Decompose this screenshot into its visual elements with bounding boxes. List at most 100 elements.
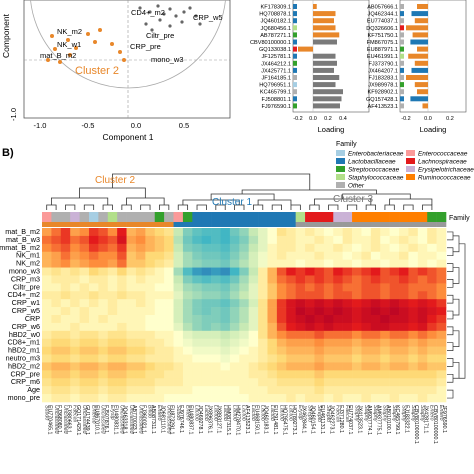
heatmap-cell	[154, 315, 165, 324]
heatmap-cell	[436, 370, 447, 379]
heatmap-cell	[135, 346, 146, 355]
heatmap-row-label: CRP_w1	[12, 298, 40, 307]
heatmap-cell	[173, 307, 184, 316]
heatmap-cell	[361, 299, 372, 308]
heatmap-cell	[117, 299, 127, 308]
panel-b-label: B)	[2, 147, 14, 159]
pca-point-label-crp-pre: CRP_pre	[130, 42, 161, 51]
heatmap-taxon-name: Lactob	[203, 405, 209, 421]
heatmap-cell	[276, 283, 287, 292]
heatmap-cell	[408, 259, 419, 268]
heatmap-cell	[436, 267, 447, 276]
heatmap-cell	[229, 370, 240, 379]
heatmap-cell	[370, 235, 381, 245]
pca-point	[144, 22, 148, 26]
heatmap-cell	[248, 386, 259, 395]
heatmap-cell	[107, 386, 118, 395]
heatmap-cell	[361, 267, 372, 276]
heatmap-cell	[201, 386, 212, 395]
heatmap-cell	[352, 291, 362, 300]
pca-points	[46, 4, 202, 64]
heatmap-cell	[276, 330, 287, 340]
heatmap-taxon-name: Faecali	[344, 405, 350, 423]
heatmap-cell	[248, 243, 259, 253]
heatmap-cell	[276, 370, 287, 379]
pca-point-label-ciltr: Ciltr_pre	[146, 31, 174, 40]
heatmap-cell	[333, 386, 343, 395]
family-track-cell	[88, 212, 99, 222]
heatmap-cell	[79, 243, 90, 253]
heatmap-cell	[107, 235, 118, 245]
heatmap-cell	[417, 370, 428, 379]
pca-point	[93, 40, 97, 44]
heatmap-cell	[370, 251, 381, 260]
heatmap-cell	[267, 386, 278, 395]
loading-taxon-label: GQ133038.1	[259, 47, 291, 53]
heatmap-cell	[352, 275, 362, 284]
heatmap-cell	[42, 315, 52, 324]
heatmap-cell	[361, 251, 372, 260]
loading-family-swatch	[293, 89, 297, 95]
heatmap-cell	[220, 259, 231, 268]
heatmap-cell	[267, 354, 278, 363]
heatmap-cell	[267, 322, 278, 332]
heatmap-cell	[60, 283, 71, 292]
heatmap-taxon-name: Lactob	[269, 405, 275, 421]
heatmap-cell	[258, 338, 268, 347]
heatmap-cell	[305, 330, 315, 340]
heatmap-cell	[164, 322, 174, 332]
heatmap-cell	[173, 291, 184, 300]
heatmap-cell	[220, 315, 231, 324]
heatmap-cell	[427, 267, 437, 276]
heatmap-cell	[135, 243, 146, 253]
heatmap-cell	[427, 378, 437, 387]
heatmap-cell	[370, 378, 381, 387]
heatmap-cell	[248, 394, 259, 403]
heatmap-cell	[352, 386, 362, 395]
cluster-track-cell	[229, 222, 240, 227]
heatmap-cell	[370, 394, 381, 403]
heatmap-cell	[98, 378, 109, 387]
heatmap-cell	[60, 378, 71, 387]
cluster-track-cell	[305, 222, 315, 227]
heatmap-cell	[427, 330, 437, 340]
heatmap-cell	[88, 291, 99, 300]
heatmap-cell	[229, 275, 240, 284]
heatmap-cell	[135, 307, 146, 316]
family-track-cell	[417, 212, 428, 222]
heatmap-cells	[42, 228, 447, 403]
heatmap-cell	[70, 299, 80, 308]
heatmap-cell	[154, 267, 165, 276]
heatmap-cell	[145, 251, 156, 260]
heatmap-cell	[173, 235, 184, 245]
heatmap-cell	[211, 235, 221, 245]
heatmap-cell	[211, 228, 221, 237]
family-track-cell	[164, 212, 174, 222]
heatmap-cell	[126, 370, 137, 379]
heatmap-row-label: mono_w3	[9, 266, 40, 275]
heatmap-cell	[220, 346, 231, 355]
heatmap-cell	[276, 346, 287, 355]
heatmap-cell	[145, 338, 156, 347]
heatmap-cell	[79, 291, 90, 300]
heatmap-cell	[305, 235, 315, 245]
heatmap-cell	[135, 275, 146, 284]
cluster-track-cell	[248, 222, 259, 227]
heatmap-cell	[427, 338, 437, 347]
loading-right-xticks: -0.2 0.0 0.2	[401, 116, 454, 122]
heatmap-cell	[164, 370, 174, 379]
heatmap-cell	[211, 299, 221, 308]
heatmap-cell	[173, 330, 184, 340]
heatmap-column-label: CBV80100000.1	[432, 405, 438, 444]
heatmap-cell	[295, 386, 306, 395]
loading-taxon-label: JX464207.1	[368, 68, 398, 74]
heatmap-column-label: AB770023.1	[131, 405, 137, 434]
heatmap-cell	[258, 243, 268, 253]
loading-xtick: -0.2	[401, 116, 410, 122]
family-track-cell	[42, 212, 52, 222]
heatmap-cell	[107, 228, 118, 237]
heatmap-cell	[70, 394, 80, 403]
heatmap-cell	[427, 346, 437, 355]
heatmap-cell	[126, 259, 137, 268]
heatmap-cell	[323, 346, 334, 355]
